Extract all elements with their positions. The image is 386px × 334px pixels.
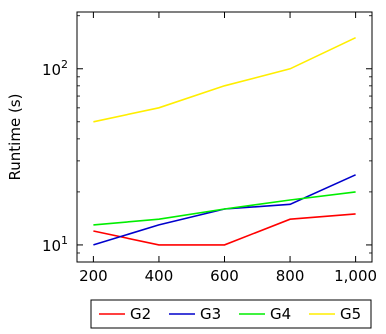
- legend-label-g4: G4: [270, 305, 291, 323]
- x-axis-ticks: 200 400 600 800 1,000: [79, 12, 377, 285]
- x-tick-label: 600: [210, 267, 239, 285]
- legend-label-g2: G2: [130, 305, 151, 323]
- x-tick-label: 800: [276, 267, 305, 285]
- series-line-g5: [93, 36, 356, 123]
- series-lines: [93, 36, 356, 246]
- series-line-g3: [93, 174, 356, 246]
- y-axis-ticks: 101 102: [42, 58, 372, 255]
- series-line-g2: [93, 213, 356, 246]
- legend-label-g5: G5: [340, 305, 361, 323]
- x-tick-label: 400: [145, 267, 174, 285]
- series-line-g4: [93, 191, 356, 226]
- x-tick-label: 200: [79, 267, 108, 285]
- legend-label-g3: G3: [200, 305, 221, 323]
- x-tick-label: 1,000: [334, 267, 377, 285]
- y-tick-label: 102: [42, 58, 68, 79]
- legend: G2 G3 G4 G5: [90, 299, 372, 329]
- y-axis-label: Runtime (s): [6, 94, 24, 181]
- plot-frame: [76, 11, 373, 263]
- minor-ticks: [77, 15, 372, 254]
- y-tick-label: 101: [42, 234, 68, 255]
